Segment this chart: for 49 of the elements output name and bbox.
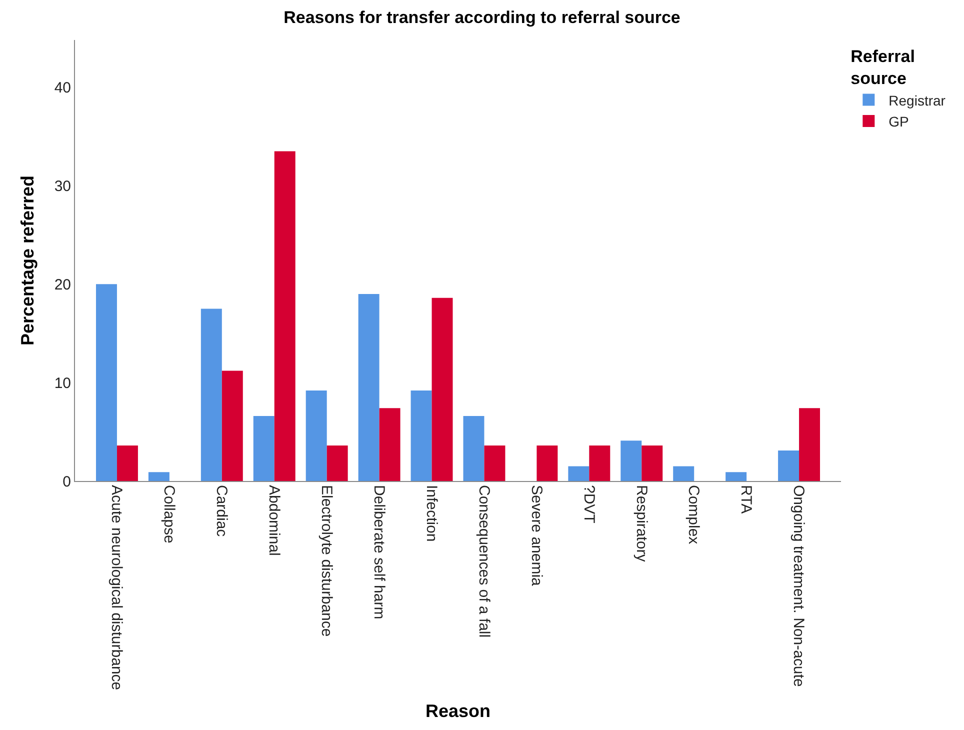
- bar: [116, 446, 138, 481]
- x-tick-label: Complex: [685, 485, 702, 545]
- bar: [589, 446, 610, 481]
- x-tick-label: Abdominal: [265, 485, 282, 556]
- bar: [673, 466, 694, 481]
- legend-label: Registrar: [888, 92, 946, 108]
- x-axis-title: Reason: [425, 701, 491, 722]
- bar: [222, 370, 243, 481]
- bar: [148, 472, 170, 481]
- x-tick-label: Ongoing treatment. Non-acute: [790, 485, 808, 687]
- bar: [200, 308, 222, 481]
- x-tick-label: RTA: [738, 485, 755, 514]
- x-tick-label: Severe anemia: [528, 485, 545, 587]
- bar: [410, 390, 432, 481]
- y-tick-label: 40: [54, 80, 71, 96]
- x-tick-label: Acute neurological disturbance: [108, 485, 126, 690]
- legend-title: Referral source: [850, 47, 915, 88]
- bar: [326, 446, 348, 481]
- x-tick-label: ?DVT: [580, 485, 598, 524]
- bar: [568, 466, 590, 481]
- chart-title: Reasons for transfer according to referral source: [284, 8, 680, 27]
- bar: [484, 446, 506, 481]
- y-tick-label: 20: [54, 276, 71, 294]
- y-tick-label: 30: [54, 178, 71, 195]
- legend-label: GP: [888, 113, 909, 130]
- bar: [799, 408, 820, 481]
- bar: [274, 151, 296, 481]
- bar: [463, 416, 484, 481]
- bar: [96, 284, 117, 481]
- bar: [778, 450, 800, 481]
- x-tick-label: Respiratory: [632, 485, 650, 562]
- bar: [620, 440, 642, 481]
- x-tick-label: Collapse: [160, 485, 178, 544]
- x-tick-label: Consequences of a fall: [475, 485, 492, 638]
- bar: [642, 446, 663, 481]
- bar: [358, 294, 380, 481]
- bar: [379, 408, 400, 481]
- bar: [432, 298, 453, 481]
- x-tick-label: Infection: [422, 485, 440, 542]
- x-tick-label: Deliberate self harm: [370, 485, 388, 620]
- bar: [536, 446, 558, 481]
- x-tick-label: Electrolyte disturbance: [318, 485, 335, 637]
- x-tick-label: Cardiac: [213, 485, 230, 538]
- bar: [253, 416, 274, 481]
- bar: [306, 390, 327, 481]
- y-tick-label: 0: [62, 473, 71, 490]
- bar: [726, 472, 747, 481]
- y-axis-title: Percentage referred: [18, 175, 38, 346]
- y-tick-label: 10: [54, 374, 71, 392]
